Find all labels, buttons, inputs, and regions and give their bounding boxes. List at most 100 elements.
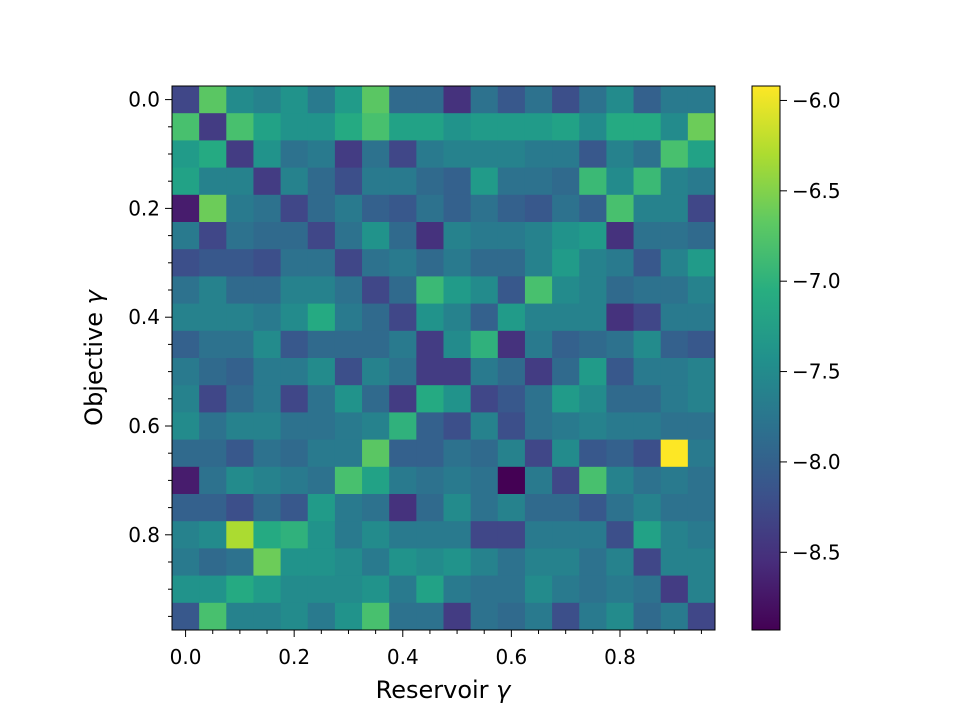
heatmap-cell	[416, 412, 444, 441]
heatmap-cell	[552, 494, 580, 522]
heatmap-cell	[416, 194, 444, 223]
heatmap-cell	[606, 548, 635, 577]
heatmap-cell	[362, 140, 390, 169]
heatmap-cell	[470, 494, 499, 522]
heatmap-cell	[497, 412, 526, 441]
heatmap-cell	[443, 167, 472, 196]
heatmap-cell	[362, 494, 390, 522]
heatmap-cell	[552, 439, 580, 468]
heatmap-cell	[280, 140, 309, 169]
y-tick-label: 0.0	[128, 88, 160, 112]
heatmap-cell	[307, 167, 336, 196]
heatmap-cell	[172, 167, 200, 196]
heatmap-cell	[606, 276, 635, 305]
heatmap-cell	[172, 575, 200, 604]
heatmap-cell	[552, 303, 580, 332]
heatmap-cell	[552, 385, 580, 413]
heatmap-cell	[389, 385, 417, 413]
heatmap-cell	[199, 494, 227, 522]
heatmap-cell	[199, 385, 227, 413]
heatmap-cell	[579, 412, 607, 441]
heatmap-cell	[633, 276, 662, 305]
heatmap-cell	[226, 194, 254, 223]
heatmap-cell	[307, 548, 336, 577]
heatmap-cell	[280, 303, 309, 332]
heatmap-cell	[362, 385, 390, 413]
heatmap-cell	[524, 330, 553, 359]
heatmap-cell	[633, 602, 662, 631]
heatmap-cell	[172, 358, 200, 386]
heatmap-cell	[416, 140, 444, 169]
heatmap-cell	[199, 303, 227, 332]
heatmap-cell	[416, 86, 444, 114]
heatmap-cell	[307, 602, 336, 631]
heatmap-cell	[606, 167, 635, 196]
heatmap-cell	[362, 222, 390, 250]
heatmap-cell	[579, 602, 607, 631]
heatmap-cell	[470, 602, 499, 631]
heatmap-cell	[389, 167, 417, 196]
heatmap-cell	[524, 494, 553, 522]
heatmap-cell	[524, 575, 553, 604]
heatmap-cell	[389, 222, 417, 250]
heatmap-cell	[497, 222, 526, 250]
heatmap-cell	[470, 167, 499, 196]
heatmap-cell	[660, 358, 689, 386]
heatmap-cell	[334, 303, 363, 332]
heatmap-cell	[389, 194, 417, 223]
heatmap-cell	[226, 276, 254, 305]
heatmap-cell	[470, 548, 499, 577]
heatmap-cell	[334, 385, 363, 413]
heatmap-cell	[172, 222, 200, 250]
heatmap-cell	[660, 521, 689, 549]
heatmap-cell	[633, 303, 662, 332]
heatmap-cell	[633, 575, 662, 604]
heatmap-cell	[633, 330, 662, 359]
heatmap-cell	[253, 303, 282, 332]
heatmap-cell	[606, 521, 635, 549]
colorbar-tick-label: −7.5	[792, 360, 841, 384]
heatmap-cell	[172, 466, 200, 495]
heatmap-cell	[389, 412, 417, 441]
heatmap-cell	[579, 494, 607, 522]
heatmap-cell	[470, 113, 499, 141]
heatmap-cell	[524, 222, 553, 250]
heatmap-cell	[280, 575, 309, 604]
heatmap-cell	[579, 86, 607, 114]
heatmap-cell	[253, 466, 282, 495]
heatmap-cell	[253, 548, 282, 577]
y-axis-title: Objective γ	[80, 288, 108, 425]
heatmap-cell	[389, 86, 417, 114]
heatmap-cell	[470, 86, 499, 114]
heatmap-cell	[524, 276, 553, 305]
heatmap-cell	[307, 494, 336, 522]
heatmap-cell	[687, 113, 716, 141]
heatmap-cell	[362, 113, 390, 141]
heatmap-cell	[579, 575, 607, 604]
heatmap-cell	[552, 140, 580, 169]
heatmap-cell	[443, 194, 472, 223]
heatmap-cell	[362, 303, 390, 332]
heatmap-cell	[633, 412, 662, 441]
heatmap-cell	[579, 276, 607, 305]
heatmap-cell	[470, 412, 499, 441]
heatmap-cell	[633, 86, 662, 114]
heatmap-cell	[497, 466, 526, 495]
heatmap-cell	[660, 412, 689, 441]
heatmap-cell	[389, 249, 417, 277]
heatmap-cell	[226, 113, 254, 141]
heatmap-cell	[172, 303, 200, 332]
heatmap-cell	[579, 466, 607, 495]
heatmap-cell	[524, 521, 553, 549]
heatmap-cell	[687, 276, 716, 305]
heatmap-cell	[226, 385, 254, 413]
y-tick-label: 0.8	[128, 523, 160, 547]
heatmap-cell	[416, 521, 444, 549]
heatmap-cell	[443, 466, 472, 495]
heatmap-cell	[687, 194, 716, 223]
heatmap-cell	[307, 249, 336, 277]
colorbar	[751, 85, 781, 631]
heatmap-cell	[606, 494, 635, 522]
heatmap-cell	[633, 113, 662, 141]
heatmap-cell	[280, 602, 309, 631]
